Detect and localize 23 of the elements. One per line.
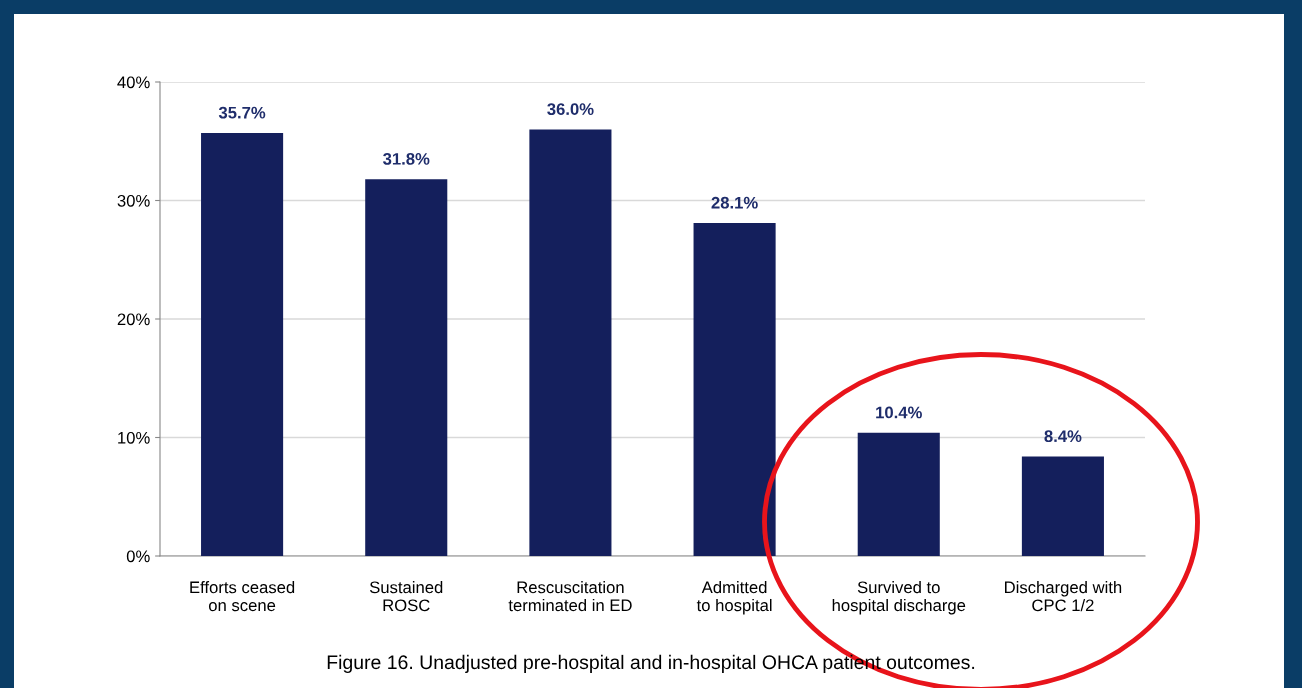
bar [365,179,448,556]
data-label: 28.1% [711,196,758,209]
bar [201,132,284,556]
bar [693,223,776,556]
bar [1021,456,1104,556]
x-tick-label: Discharged with CPC 1/2 [1005,581,1122,612]
data-label: 31.8% [383,152,430,165]
x-tick-label: Admitted to hospital [696,581,772,615]
data-label: 8.4% [1044,430,1082,443]
bar [857,432,940,556]
data-label: 10.4% [876,406,922,419]
x-tick-label: Sustained ROSC [369,581,443,612]
y-tick-label: 0% [126,550,150,563]
x-tick-label: Efforts ceased on scene [190,581,295,612]
data-label: 35.7% [218,106,266,119]
x-tick-label: Rescuscitation terminated in ED [508,581,632,612]
y-tick-label: 30% [117,194,150,207]
y-tick-label: 20% [117,313,150,326]
y-tick-label: 10% [118,431,150,444]
y-tick-label: 40% [117,76,150,89]
bar [529,129,612,556]
data-label: 36.0% [547,103,594,116]
x-tick-label: Survived to hospital discharge [832,581,966,615]
